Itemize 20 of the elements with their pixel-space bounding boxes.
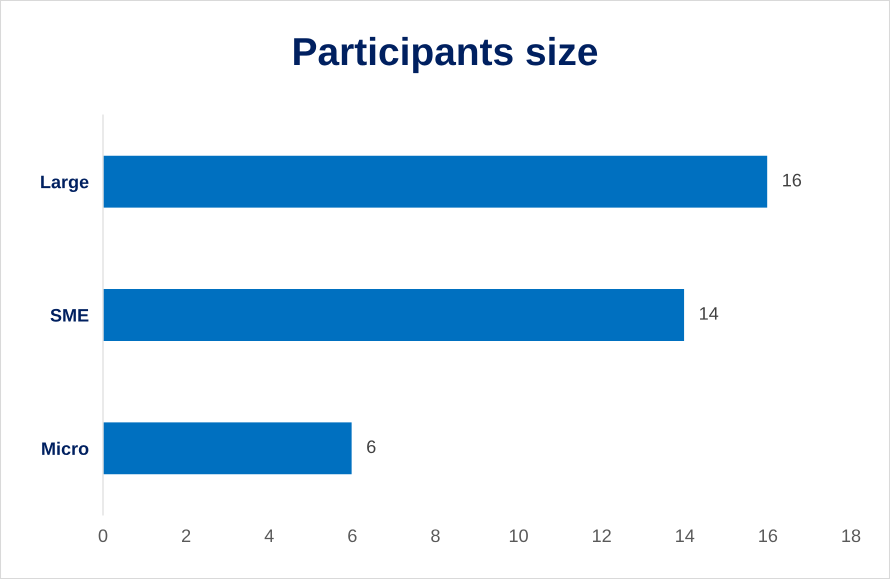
data-label: 14 — [700, 307, 718, 320]
data-label: 6 — [367, 440, 376, 454]
x-tick-label: 4 — [264, 530, 274, 542]
data-label: 16 — [783, 174, 802, 187]
x-tick-label: 0 — [98, 529, 108, 542]
y-tick-label: Micro — [42, 442, 88, 456]
x-tick-label: 14 — [676, 530, 694, 542]
bar — [103, 288, 686, 342]
x-tick-label: 8 — [431, 529, 440, 542]
x-tick-label: 6 — [348, 529, 357, 542]
y-tick-label: Large — [41, 176, 88, 192]
y-tick-label: SME — [50, 308, 88, 322]
chart-title: Participants size — [294, 36, 598, 74]
x-tick-label: 2 — [182, 529, 190, 542]
x-tick-label: 16 — [759, 529, 778, 542]
bar — [103, 420, 354, 476]
x-tick-label: 18 — [842, 529, 860, 542]
x-tick-label: 10 — [510, 529, 528, 542]
bar — [103, 154, 769, 210]
x-tick-label: 12 — [593, 529, 611, 542]
